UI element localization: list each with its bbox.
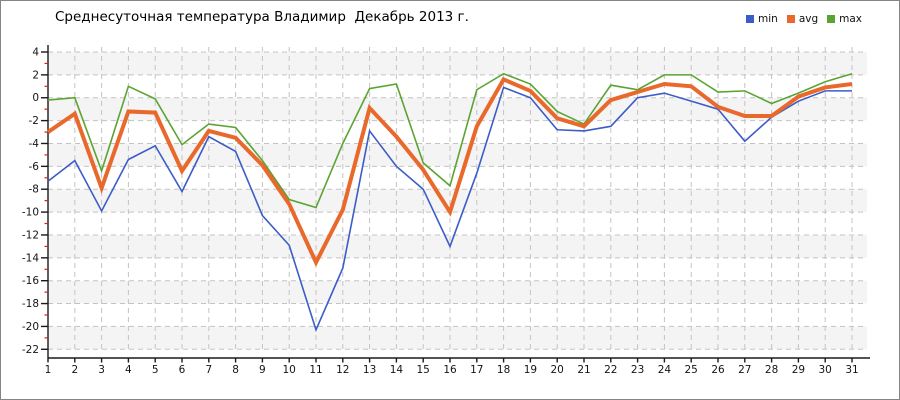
x-tick-label: 2 <box>71 364 78 376</box>
x-tick-label: 24 <box>658 364 672 376</box>
x-tick-label: 12 <box>336 364 349 376</box>
x-tick-label: 17 <box>470 364 483 376</box>
y-tick-label: -22 <box>22 344 39 356</box>
x-tick-label: 8 <box>232 364 239 376</box>
legend-label-max: max <box>839 13 863 25</box>
legend-item-avg: avg <box>786 13 819 25</box>
y-axis-ticks: 4 2 0 -2 -4 -6 -8 -10 -12 -14 -16 -18 -20 -22 <box>22 47 48 356</box>
x-tick-label: 28 <box>765 364 778 376</box>
y-tick-label: -4 <box>29 138 40 150</box>
gridlines <box>48 47 866 353</box>
x-tick-label: 15 <box>417 364 430 376</box>
y-tick-label: -20 <box>22 321 39 333</box>
legend-label-min: min <box>758 13 778 25</box>
series-avg-line <box>46 76 853 267</box>
legend-item-max: max <box>827 13 862 25</box>
x-tick-label: 3 <box>98 364 105 376</box>
x-tick-label: 4 <box>125 364 132 376</box>
y-tick-label: 4 <box>32 47 39 59</box>
y-tick-label: -8 <box>29 184 39 196</box>
series-max-line <box>47 72 853 209</box>
x-tick-label: 18 <box>497 364 510 376</box>
chart-legend: min avg max <box>746 13 862 25</box>
x-tick-label: 31 <box>845 364 858 376</box>
x-tick-label: 22 <box>604 364 617 376</box>
x-tick-label: 20 <box>551 364 564 376</box>
y-tick-label: 2 <box>32 69 39 81</box>
y-tick-label: -10 <box>22 207 39 219</box>
x-tick-label: 14 <box>390 364 404 376</box>
x-tick-label: 27 <box>738 364 751 376</box>
legend-label-avg: avg <box>798 13 819 25</box>
y-tick-label: -12 <box>22 229 39 241</box>
chart-title: Среднесуточная температура Владимир Дека… <box>55 9 469 25</box>
x-tick-label: 13 <box>363 364 376 376</box>
series-min-line <box>47 86 852 333</box>
legend-item-min: min <box>746 13 778 25</box>
legend-swatch-max <box>827 15 836 23</box>
y-tick-label: -18 <box>22 298 39 310</box>
x-tick-label: 26 <box>711 364 725 376</box>
x-tick-label: 25 <box>685 364 698 376</box>
x-tick-label: 5 <box>152 364 159 376</box>
legend-swatch-min <box>746 15 754 23</box>
x-axis-ticks: 1 2 3 4 5 6 7 8 9 10 11 12 13 14 15 16 17 18 19 20 21 22 23 24 2… <box>45 358 859 376</box>
x-tick-label: 6 <box>179 364 186 376</box>
legend-swatch-avg <box>786 15 795 23</box>
y-tick-label: -16 <box>22 275 39 287</box>
y-tick-label: 0 <box>32 92 39 104</box>
y-tick-label: -2 <box>29 115 39 127</box>
x-tick-label: 21 <box>577 364 590 376</box>
x-tick-label: 23 <box>631 364 644 376</box>
x-tick-label: 7 <box>205 364 212 376</box>
y-tick-label: -6 <box>29 161 40 173</box>
x-tick-label: 11 <box>309 364 322 376</box>
plot-bands <box>48 52 867 350</box>
x-tick-label: 9 <box>259 364 266 376</box>
x-tick-label: 30 <box>819 364 832 376</box>
x-tick-label: 1 <box>45 364 52 376</box>
x-tick-label: 10 <box>283 364 296 376</box>
x-tick-label: 29 <box>792 364 805 376</box>
x-tick-label: 19 <box>524 364 537 376</box>
y-tick-label: -14 <box>22 252 39 264</box>
x-tick-label: 16 <box>443 364 457 376</box>
